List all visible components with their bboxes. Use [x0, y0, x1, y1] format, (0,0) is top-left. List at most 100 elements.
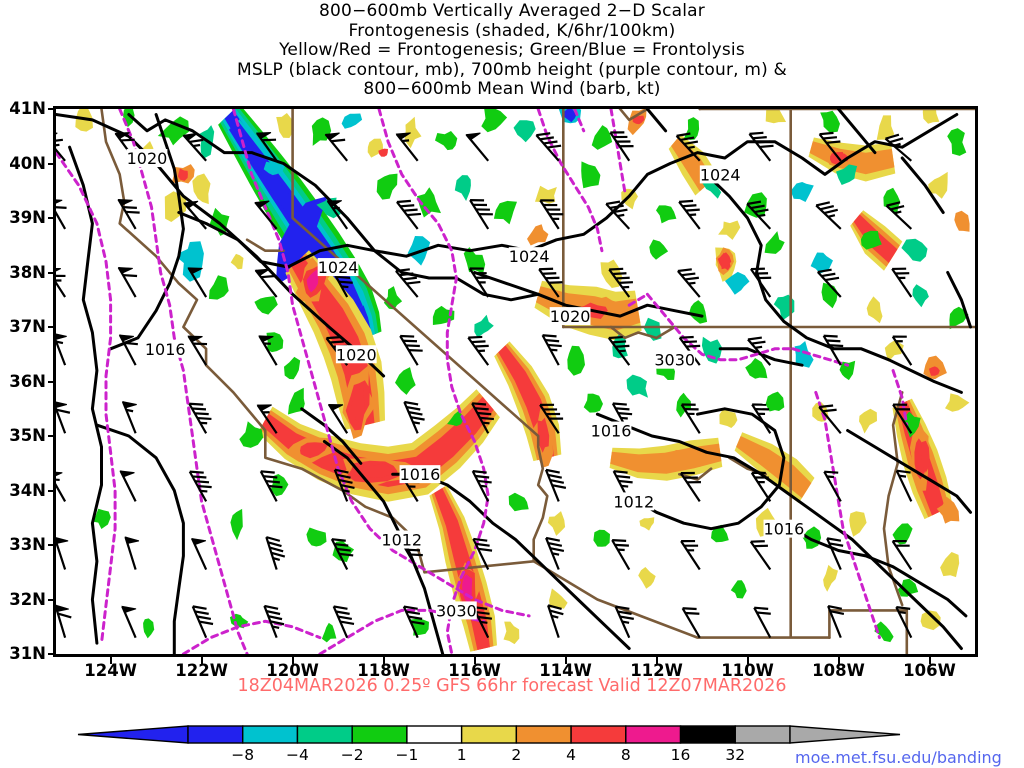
wind-barb	[679, 471, 701, 503]
barb-half	[689, 213, 697, 217]
wind-barb	[121, 605, 137, 639]
barb-full	[551, 484, 567, 489]
barb-full	[402, 276, 417, 281]
barb-full	[536, 132, 551, 137]
shading-blob	[632, 115, 645, 125]
mslp-contour	[109, 113, 185, 351]
wind-barb	[326, 200, 349, 230]
colorbar-swatch[interactable]	[460, 725, 518, 744]
contour-label: 1020	[127, 149, 168, 168]
colorbar-swatches[interactable]	[0, 722, 1024, 752]
colorbar-tick-label: −8	[231, 746, 255, 764]
wind-barb	[118, 334, 138, 366]
contour-label-bg	[508, 247, 550, 266]
barb-half	[551, 552, 560, 556]
y-axis-tick	[48, 544, 56, 546]
wind-barb	[539, 403, 564, 434]
barb-flag	[465, 132, 481, 141]
barb-half	[200, 489, 208, 493]
colorbar-swatch[interactable]	[625, 725, 682, 744]
height-contour	[627, 292, 649, 307]
map-plot-area[interactable]: 1020 1024 1024 1024 1020 1020 1016 1016 1016 1016…	[53, 106, 978, 657]
mslp-contour	[782, 521, 968, 618]
colorbar-swatch[interactable]	[406, 725, 463, 744]
wind-barb	[538, 267, 563, 298]
colorbar-swatch[interactable]	[734, 725, 791, 744]
contour-label-bg	[144, 339, 186, 358]
shading-blob	[535, 185, 557, 204]
shading-blob	[725, 271, 750, 295]
barb-half	[687, 145, 695, 150]
barb-full	[826, 140, 841, 144]
barb-full	[612, 539, 627, 542]
shading-blob	[537, 417, 550, 453]
colorbar-swatch[interactable]	[187, 725, 244, 744]
wind-barb	[607, 335, 631, 366]
height-contour	[814, 390, 881, 640]
barb-staff	[56, 405, 67, 434]
barb-full	[822, 136, 838, 140]
x-axis-tick	[928, 657, 931, 664]
barb-flag	[119, 470, 135, 478]
barb-flag	[117, 266, 133, 274]
colorbar-swatch[interactable]	[515, 725, 572, 744]
state-borders	[100, 109, 975, 654]
shading-blob	[549, 588, 568, 609]
title-line-3: Yellow/Red = Frontogenesis; Green/Blue =…	[279, 40, 745, 60]
shading-blob	[928, 171, 948, 199]
barb-half	[622, 620, 630, 624]
wind-barb	[396, 199, 422, 230]
barb-full	[326, 336, 341, 340]
shading-blob	[263, 161, 286, 176]
y-axis-tick-label: 34N	[9, 480, 46, 500]
wind-barb	[818, 404, 842, 434]
wind-barb	[753, 606, 772, 639]
barb-full	[268, 484, 283, 489]
colorbar-swatch[interactable]	[242, 725, 299, 744]
barb-full	[336, 547, 351, 552]
contour-label: 3030	[654, 351, 695, 370]
colorbar-tick-label: 1	[456, 746, 467, 764]
barb-full	[405, 610, 421, 615]
shading-blob	[945, 393, 970, 412]
shading-blob	[230, 508, 243, 541]
barb-flag	[187, 335, 203, 343]
mslp-contour	[645, 109, 668, 133]
title-line-4: MSLP (black contour, mb), 700mb height (…	[236, 59, 788, 80]
colorbar-swatch[interactable]	[351, 725, 408, 744]
shading-blob	[765, 109, 787, 124]
wind-barb	[891, 267, 913, 298]
barb-full	[746, 200, 762, 206]
wind-barb	[324, 132, 349, 162]
shading-blob	[321, 622, 337, 643]
y-axis-tick-label: 38N	[9, 262, 46, 282]
colorbar-swatch[interactable]	[296, 725, 353, 744]
barb-full	[120, 138, 135, 142]
barb-half	[894, 210, 902, 215]
contour-label-bg	[763, 519, 805, 538]
shading-blob	[764, 231, 785, 254]
x-axis-tick	[837, 657, 840, 664]
barb-full	[680, 136, 695, 141]
barb-full	[468, 335, 483, 339]
barb-half	[827, 214, 836, 218]
shading-blob	[912, 284, 929, 308]
shading-blob	[949, 306, 969, 330]
colorbar[interactable]: −8 −4 −2 −1 1 2 4 8 16 32	[0, 722, 1024, 768]
wind-barb	[539, 199, 564, 230]
shading-blob	[276, 113, 294, 138]
colorbar-tick-label: 32	[725, 746, 746, 764]
barb-half	[56, 340, 64, 345]
colorbar-swatch[interactable]	[679, 725, 736, 744]
shading-blob	[954, 210, 970, 232]
barb-full	[331, 538, 346, 542]
height-contour	[231, 109, 531, 618]
state-border	[618, 109, 649, 122]
wind-barb	[56, 604, 72, 638]
barb-half	[401, 139, 410, 143]
shading-blob	[730, 580, 747, 599]
wind-barb	[891, 539, 913, 571]
colorbar-swatch[interactable]	[570, 725, 627, 744]
colorbar-tick-label: −4	[286, 746, 309, 764]
barb-full	[822, 408, 837, 413]
